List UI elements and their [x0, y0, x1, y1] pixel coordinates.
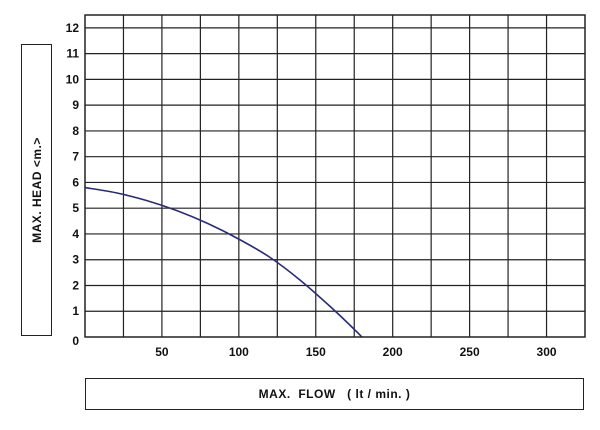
origin-label: 0: [72, 334, 79, 348]
y-tick-label: 6: [72, 175, 79, 189]
y-tick-label: 4: [72, 227, 79, 241]
x-tick-label: 200: [383, 345, 403, 359]
x-axis-label-box: MAX. FLOW ( lt / min. ): [85, 378, 584, 410]
grid: [85, 15, 585, 337]
x-tick-label: 300: [537, 345, 557, 359]
x-tick-label: 250: [460, 345, 480, 359]
y-axis-label-box: MAX. HEAD <m.>: [21, 44, 52, 336]
y-tick-label: 7: [72, 150, 79, 164]
y-tick-label: 11: [66, 47, 79, 61]
y-tick-label: 3: [72, 253, 79, 267]
y-tick-label: 2: [72, 278, 79, 292]
x-tick-label: 100: [229, 345, 249, 359]
x-axis-label: MAX. FLOW ( lt / min. ): [258, 387, 411, 401]
y-tick-label: 8: [72, 124, 79, 138]
x-tick-label: 150: [306, 345, 326, 359]
y-tick-label: 12: [66, 21, 80, 35]
x-tick-label: 50: [155, 345, 169, 359]
y-tick-label: 10: [66, 72, 80, 86]
series-line: [84, 186, 363, 338]
plot-border: [84, 14, 586, 338]
y-tick-label: 9: [72, 98, 79, 112]
series-layer: [84, 186, 363, 338]
y-tick-label: 1: [72, 304, 79, 318]
y-tick-label: 5: [72, 201, 79, 215]
